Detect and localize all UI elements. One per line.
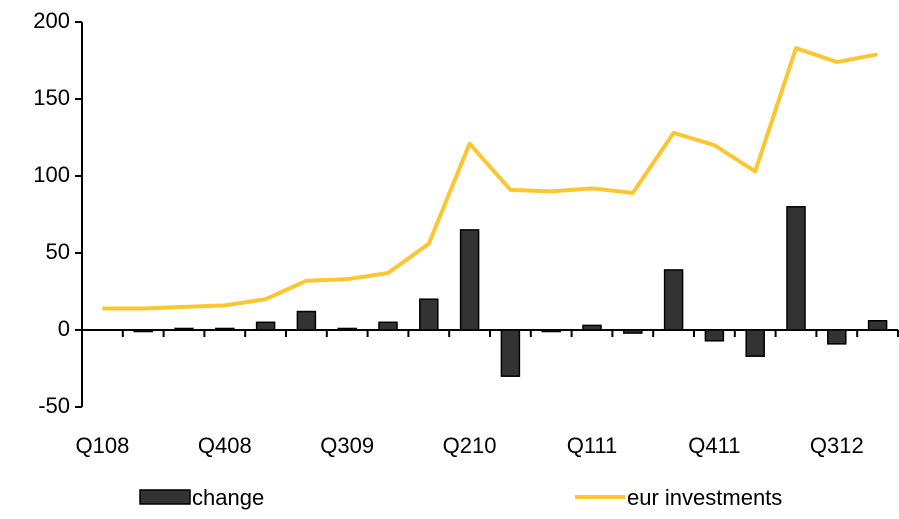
bar: [296, 310, 317, 331]
y-tick-label: 50: [46, 239, 70, 264]
x-tick-label: Q111: [567, 433, 618, 458]
bar: [459, 229, 480, 331]
bar: [827, 329, 847, 345]
bar: [704, 329, 725, 342]
bar: [337, 327, 357, 331]
bar: [541, 329, 561, 333]
bar: [582, 324, 602, 331]
y-tick-label: 200: [33, 8, 70, 33]
x-tick-label: Q108: [75, 433, 129, 458]
bar: [663, 269, 684, 331]
x-tick-label: Q309: [320, 433, 374, 458]
line: [102, 46, 878, 311]
legend-label: eur investments: [627, 485, 782, 510]
y-tick-label: 100: [33, 162, 70, 187]
y-tick-label: 150: [33, 85, 70, 110]
x-tick-label: Q408: [198, 433, 252, 458]
legend-label: change: [192, 485, 264, 510]
bar: [133, 329, 153, 333]
bar: [215, 327, 235, 331]
legend-swatch: [139, 489, 191, 505]
x-tick-label: Q312: [810, 433, 864, 458]
bar: [255, 321, 276, 331]
bar: [419, 298, 439, 331]
bar: [867, 320, 888, 331]
bar: [745, 329, 765, 357]
bar: [174, 327, 194, 331]
bar: [786, 206, 806, 331]
x-tick-label: Q210: [443, 433, 497, 458]
bar: [378, 321, 398, 331]
x-tick-label: Q411: [688, 433, 740, 458]
y-tick-label: 0: [58, 316, 70, 341]
y-tick-label: -50: [38, 393, 70, 418]
bar: [623, 329, 643, 334]
bar: [500, 329, 521, 377]
